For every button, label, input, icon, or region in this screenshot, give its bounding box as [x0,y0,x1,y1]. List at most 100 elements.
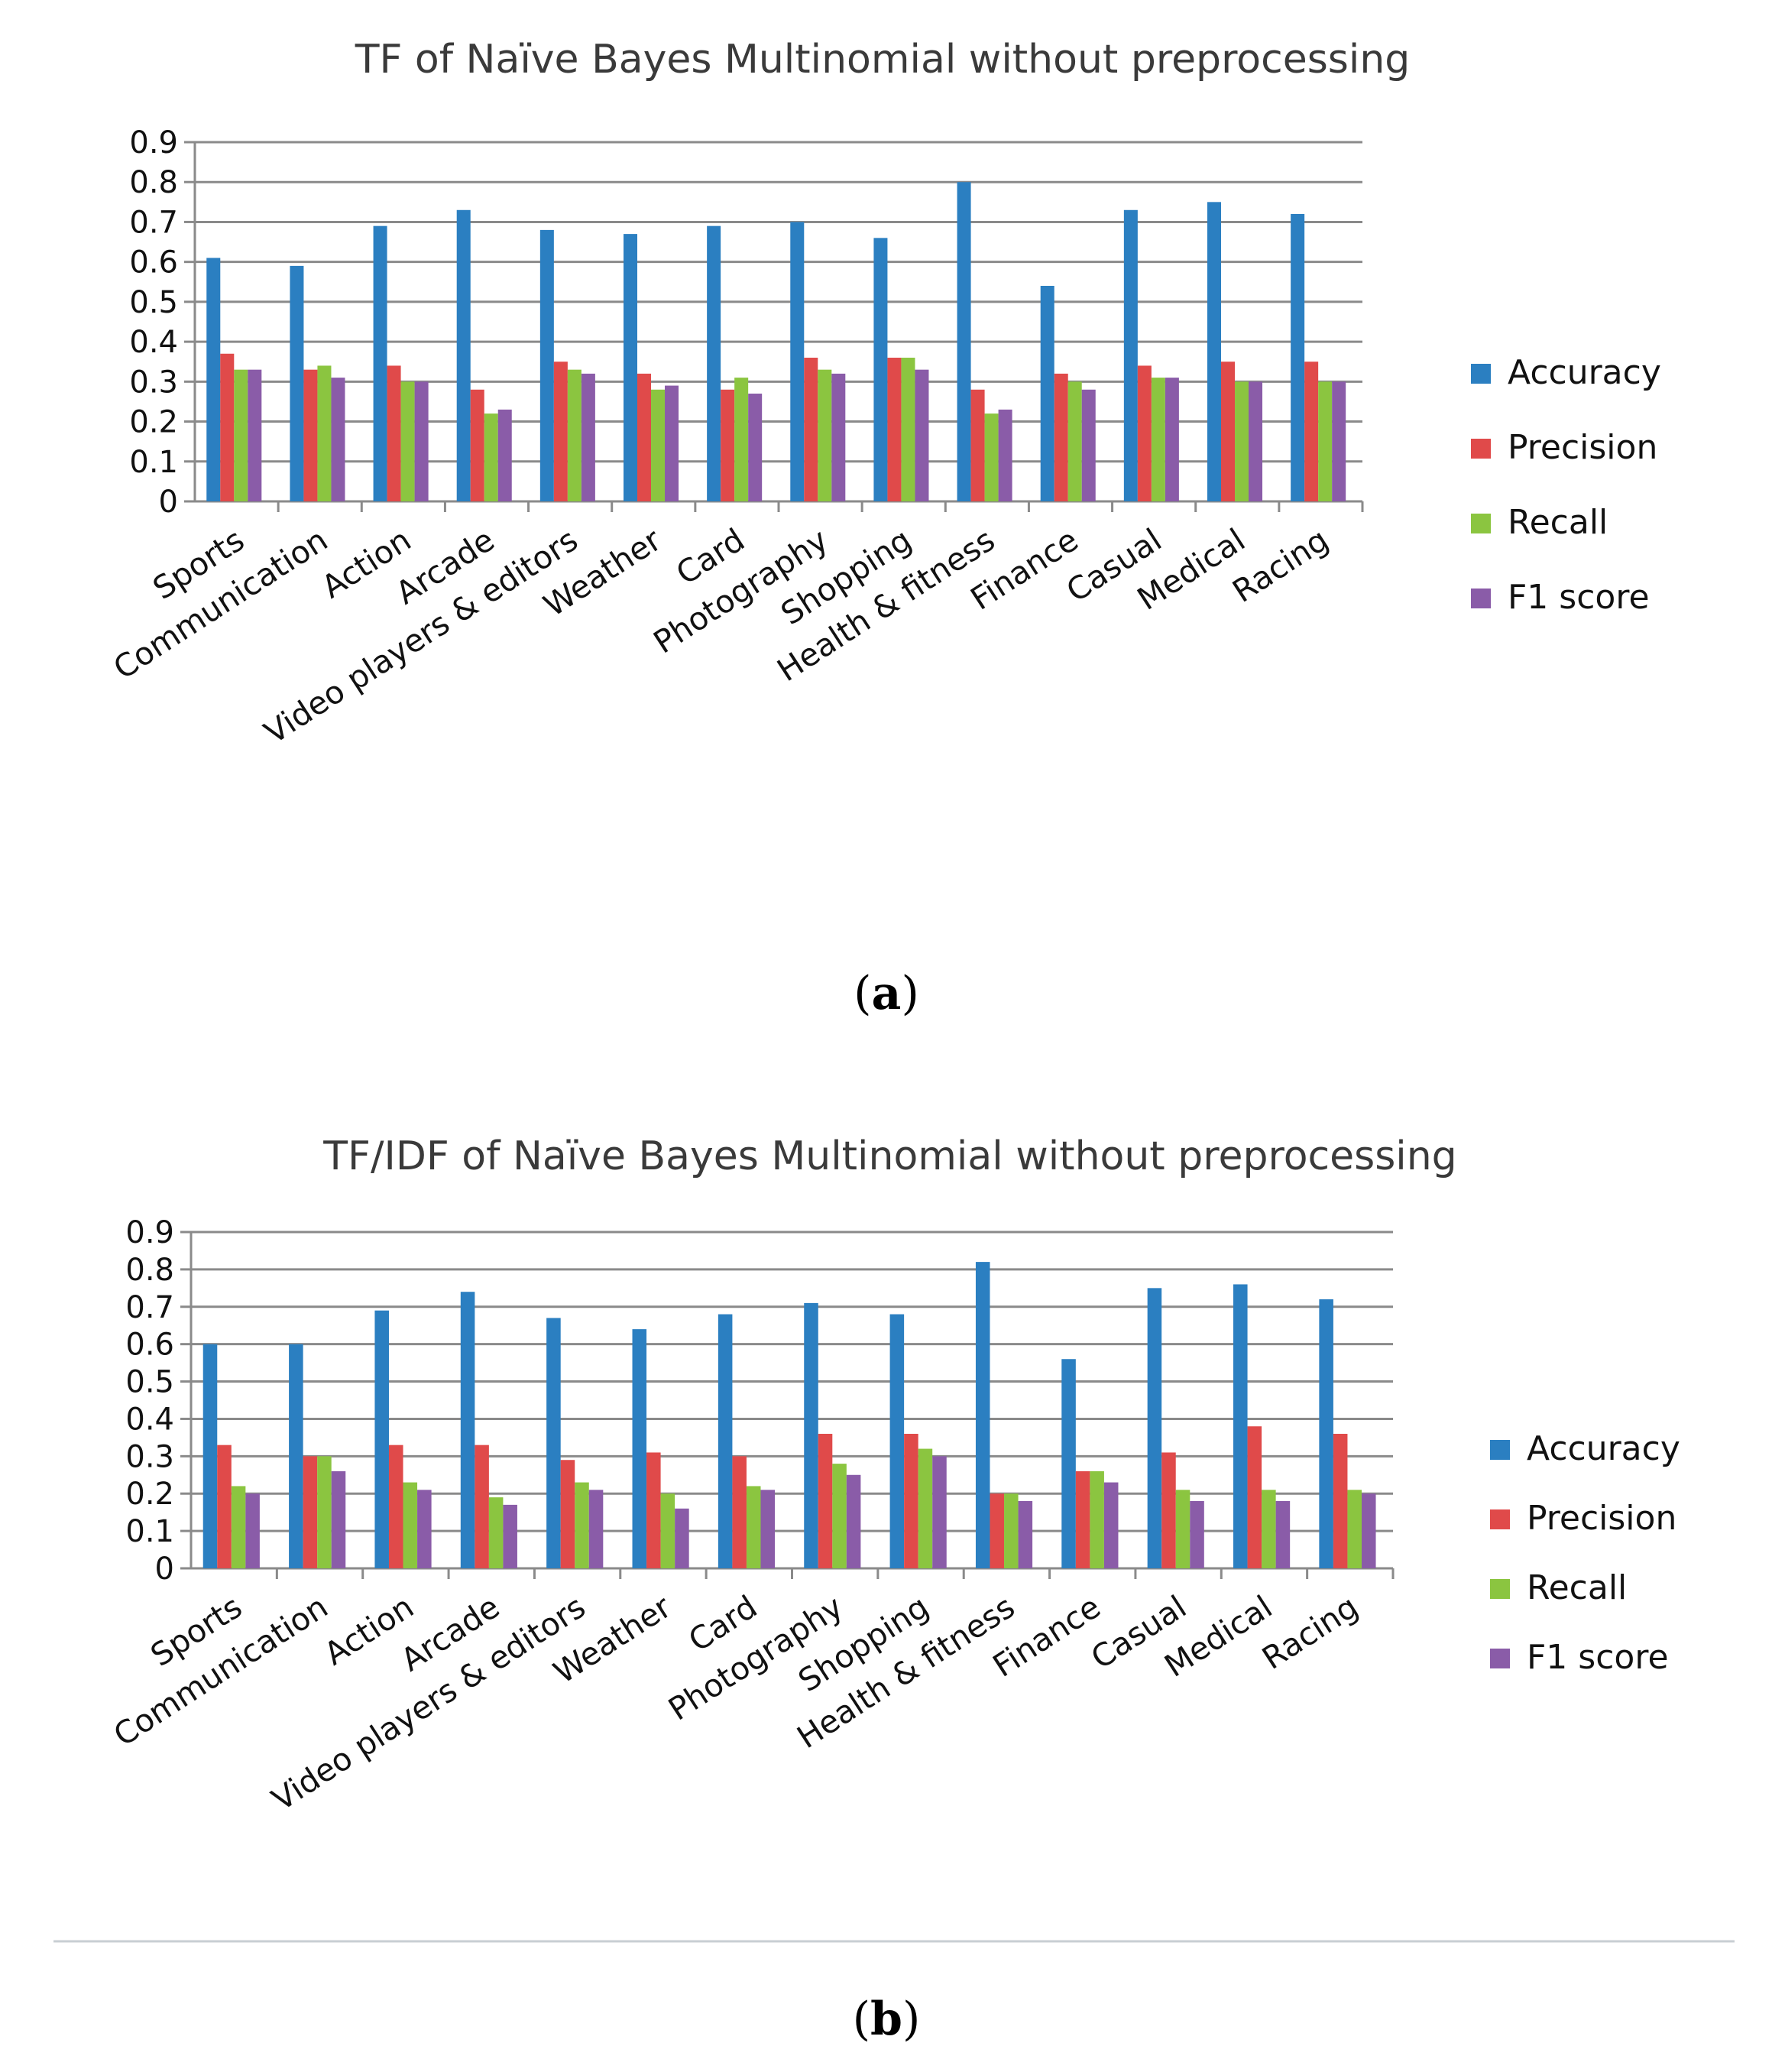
legend-swatch-precision [1471,439,1491,459]
bar-recall [818,369,832,501]
bar-recall [832,1464,847,1568]
bar-precision [470,389,484,501]
bar-accuracy [1291,214,1305,501]
chart-b: TF/IDF of Naïve Bayes Multinomial withou… [107,1133,1680,2046]
y-tick-label: 0.3 [125,1439,174,1474]
y-tick-label: 0.3 [129,365,178,400]
bar-accuracy [975,1262,990,1568]
bar-recall [1262,1490,1276,1568]
bar-f1-score [1018,1501,1033,1568]
bar-recall [488,1497,504,1568]
bar-accuracy [1123,209,1138,501]
bar-accuracy [707,225,721,501]
bar-f1-score [998,409,1012,501]
legend-swatch-recall [1490,1579,1510,1599]
y-tick-label: 0 [159,485,178,520]
bar-f1-score [581,373,595,501]
bar-f1-score [588,1490,604,1568]
bar-precision [887,358,902,501]
bar-precision [637,373,652,501]
caption: (a) [854,967,919,1020]
bar-f1-score [1165,378,1179,501]
legend-label-recall: Recall [1527,1568,1627,1607]
bar-accuracy [1207,202,1222,501]
legend-swatch-precision [1490,1509,1510,1529]
y-tick-label: 0.2 [125,1477,174,1512]
bar-f1-score [497,409,512,501]
bar-recall [651,389,666,501]
bar-f1-score [1249,381,1263,501]
bar-recall [234,369,248,501]
bar-f1-score [1361,1493,1376,1568]
bar-recall [1151,378,1165,501]
bar-accuracy [1061,1359,1076,1568]
bar-recall [734,378,749,501]
y-tick-label: 0.5 [125,1365,174,1400]
bar-f1-score [1190,1501,1204,1568]
bar-accuracy [804,1302,818,1568]
bar-precision [1075,1471,1090,1568]
bar-accuracy [623,234,638,501]
bar-precision [721,389,735,501]
bar-f1-score [748,394,763,501]
y-tick-label: 0.8 [125,1253,174,1288]
y-tick-label: 0.2 [129,405,178,440]
bar-precision [387,365,401,501]
bar-precision [1137,365,1152,501]
bar-recall [660,1493,675,1568]
bar-accuracy [290,265,304,501]
y-tick-label: 0.5 [129,285,178,320]
bar-accuracy [889,1314,905,1568]
bar-accuracy [718,1314,733,1568]
bar-recall [575,1482,589,1568]
bar-accuracy [289,1344,303,1568]
bar-accuracy [546,1318,561,1568]
bar-f1-score [331,1471,346,1568]
bar-recall [901,358,915,501]
bar-f1-score [1103,1482,1119,1568]
bar-f1-score [245,1493,260,1568]
bar-recall [484,413,498,501]
bar-recall [400,381,415,501]
bar-recall [1347,1490,1362,1568]
bar-f1-score [1275,1501,1291,1568]
y-tick-label: 0.6 [125,1328,174,1363]
bar-f1-score [915,369,929,501]
bar-f1-score [846,1474,861,1568]
bar-accuracy [460,1292,475,1568]
bar-f1-score [248,369,262,501]
legend-label-f1-score: F1 score [1527,1638,1669,1677]
legend-label-accuracy: Accuracy [1508,353,1661,392]
bar-precision [560,1460,575,1568]
bar-f1-score [417,1490,432,1568]
bar-precision [1333,1434,1348,1568]
bar-recall [918,1448,933,1568]
bar-accuracy [202,1344,218,1568]
caption: (b) [853,1993,921,2046]
bar-accuracy [206,258,221,501]
y-tick-label: 0.6 [129,245,178,280]
bar-recall [317,1456,332,1568]
bar-precision [990,1493,1005,1568]
bar-accuracy [1040,286,1054,501]
bar-recall [317,365,332,501]
bar-recall [1067,381,1082,501]
bar-recall [567,369,581,501]
bar-recall [231,1486,246,1568]
chart-a: TF of Naïve Bayes Multinomial without pr… [107,37,1661,1020]
bar-precision [1247,1426,1262,1568]
legend-swatch-accuracy [1471,364,1491,384]
bar-f1-score [665,385,679,501]
bar-accuracy [790,222,805,501]
bar-precision [475,1445,489,1568]
bar-recall [1004,1493,1019,1568]
bar-precision [1054,373,1068,501]
bar-precision [970,389,985,501]
bar-precision [904,1434,918,1568]
bar-precision [1221,362,1236,501]
bar-precision [220,353,235,501]
category-label: Racing [1226,521,1335,610]
bar-precision [1304,362,1319,501]
bar-accuracy [456,209,471,501]
